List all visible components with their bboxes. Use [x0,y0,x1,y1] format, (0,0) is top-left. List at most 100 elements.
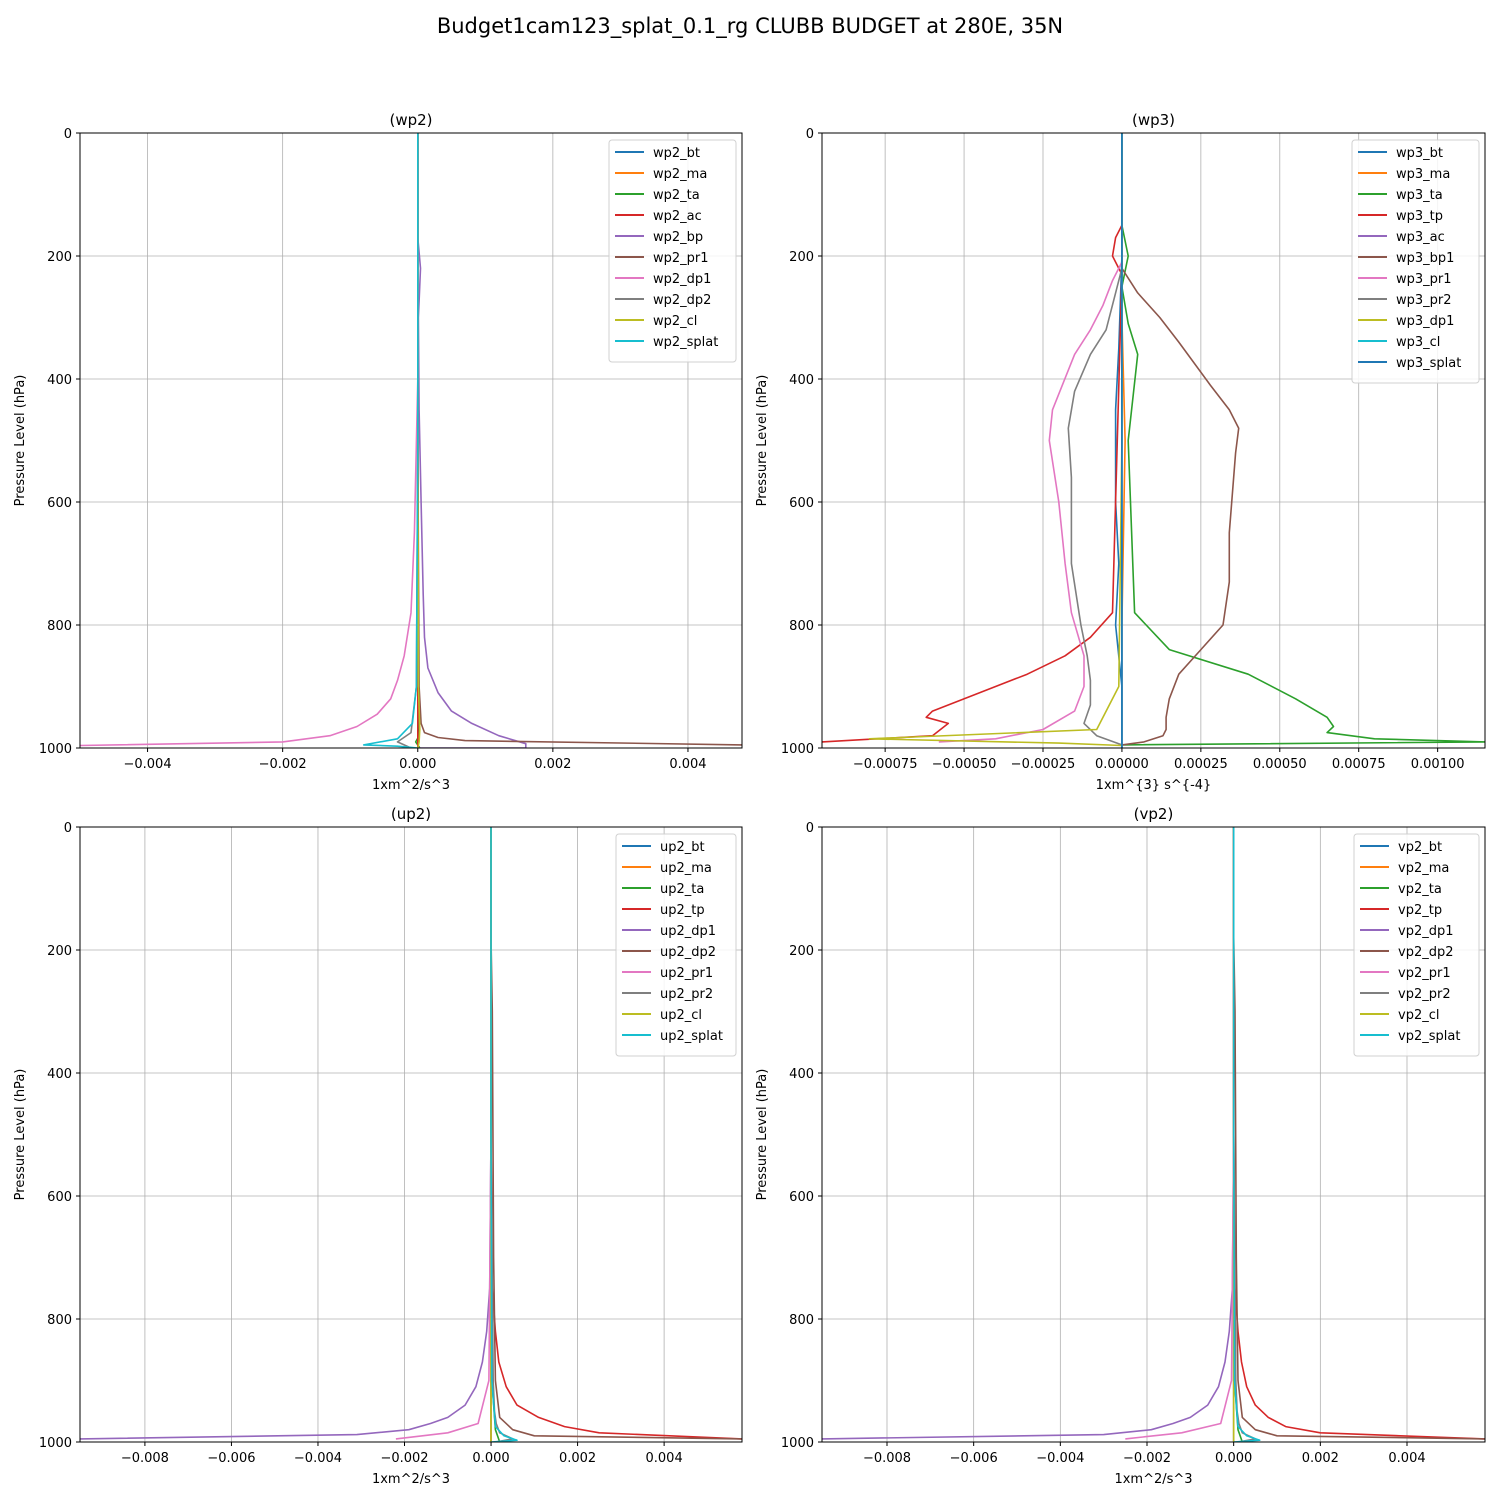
x-tick-label: 0.000 [1215,1451,1252,1466]
legend-box [608,139,737,363]
y-tick-label: 400 [789,1067,814,1082]
series-line-wp2_bp [416,133,527,748]
legend-label: wp2_dp1 [653,272,711,287]
x-tick-label: 0.004 [669,757,706,772]
y-tick-label: 400 [789,373,814,388]
y-tick-label: 600 [789,496,814,511]
legend-label: wp2_pr1 [653,251,709,266]
y-tick-label: 600 [47,1190,72,1205]
x-tick-label: −0.00025 [1011,757,1076,772]
legend-label: wp2_splat [653,335,718,350]
legend-label: wp2_cl [653,314,697,329]
legend-label: up2_ta [660,882,704,897]
series-line-vp2_splat [1232,827,1261,1442]
chart-title: (up2) [391,805,431,823]
legend-box [1351,139,1480,384]
legend-box [615,833,737,1057]
legend-label: wp2_ma [653,167,707,182]
x-tick-label: 0.004 [1388,1451,1425,1466]
chart-panel-0: −0.004 −0.002 0.000 0.002 0.004 0 200 400 600 800… [13,111,743,793]
x-tick-label: 0.002 [1302,1451,1339,1466]
legend-label: wp3_bp1 [1396,251,1454,266]
x-tick-label: −0.00075 [853,757,918,772]
y-tick-label: 800 [789,619,814,634]
legend-label: wp3_pr1 [1396,272,1452,287]
y-tick-label: 0 [64,127,72,142]
x-axis-label: 1xm^2/s^3 [372,778,450,793]
y-tick-label: 800 [47,1313,72,1328]
x-tick-label: 0.00075 [1332,757,1386,772]
x-tick-label: 0.000 [399,757,436,772]
x-tick-label: −0.008 [863,1451,911,1466]
x-tick-label: 0.00025 [1174,757,1228,772]
x-tick-label: −0.00050 [932,757,997,772]
legend-label: wp3_splat [1396,356,1461,371]
legend-label: wp2_bt [653,146,700,161]
y-tick-label: 200 [47,250,72,265]
legend-label: vp2_bt [1398,840,1442,855]
legend: wp3_bt wp3_ma wp3_ta wp3_tp wp3_ac wp3_bp1 wp3… [1351,139,1480,384]
series-group [822,827,1485,1442]
series-line-vp2_pr1 [1125,827,1235,1440]
legend-label: vp2_pr1 [1398,966,1451,981]
legend-label: vp2_tp [1398,903,1442,918]
y-tick-label: 0 [806,821,814,836]
y-axis-label: Pressure Level (hPa) [755,375,770,507]
legend-label: wp3_ac [1396,230,1445,245]
legend-label: wp2_ta [653,188,700,203]
legend-label: up2_pr2 [660,987,713,1002]
y-tick-label: 800 [789,1313,814,1328]
legend-label: up2_tp [660,903,705,918]
y-tick-label: 0 [64,821,72,836]
legend-label: up2_splat [660,1029,723,1044]
legend-label: up2_dp2 [660,945,716,960]
series-line-wp2_splat [362,133,419,748]
y-tick-label: 1000 [39,1436,72,1451]
y-tick-label: 800 [47,619,72,634]
axes-frame [79,132,743,749]
x-tick-label: −0.006 [950,1451,998,1466]
x-axis-label: 1xm^2/s^3 [372,1472,450,1487]
legend-label: up2_pr1 [660,966,713,981]
x-tick-label: −0.006 [207,1451,255,1466]
legend-label: wp3_ta [1396,188,1443,203]
series-group [80,827,742,1442]
x-tick-label: −0.008 [121,1451,169,1466]
legend-label: vp2_splat [1398,1029,1460,1044]
legend-label: up2_dp1 [660,924,716,939]
legend-label: vp2_ma [1398,861,1449,876]
chart-title: (wp3) [1132,111,1175,129]
y-axis-label: Pressure Level (hPa) [13,1069,28,1201]
x-tick-label: 0.002 [534,757,571,772]
x-tick-label: −0.004 [123,757,171,772]
legend-label: vp2_pr2 [1398,987,1451,1002]
y-tick-label: 600 [47,496,72,511]
legend-label: vp2_dp1 [1398,924,1454,939]
x-tick-label: −0.002 [259,757,307,772]
legend-label: up2_ma [660,861,712,876]
series-line-up2_dp1 [80,827,492,1440]
series-group [822,133,1485,748]
legend: vp2_bt vp2_ma vp2_ta vp2_tp vp2_dp1 vp2_dp2vp… [1353,833,1480,1057]
x-tick-label: 0.00000 [1095,757,1149,772]
series-line-up2_splat [490,827,518,1442]
y-tick-label: 1000 [39,742,72,757]
series-line-wp3_pr1 [938,133,1123,743]
legend-label: wp3_tp [1396,209,1443,224]
legend-label: up2_bt [660,840,705,855]
legend-label: wp2_ac [653,209,702,224]
x-tick-label: 0.00100 [1411,757,1465,772]
x-tick-label: 0.004 [646,1451,683,1466]
legend: up2_bt up2_ma up2_ta up2_tp up2_dp1 up2_dp2up… [615,833,737,1057]
series-line-wp3_ta [1121,133,1485,746]
series-line-up2_pr1 [395,827,492,1440]
figure-title: Budget1cam123_splat_0.1_rg CLUBB BUDGET … [436,14,1064,38]
legend-label: wp2_bp [653,230,703,245]
legend-label: wp3_ma [1396,167,1450,182]
legend-label: wp3_pr2 [1396,293,1452,308]
legend-label: wp3_bt [1396,146,1443,161]
x-axis-label: 1xm^{3} s^{-4} [1096,778,1212,793]
y-tick-label: 400 [47,1067,72,1082]
y-tick-label: 1000 [781,742,814,757]
